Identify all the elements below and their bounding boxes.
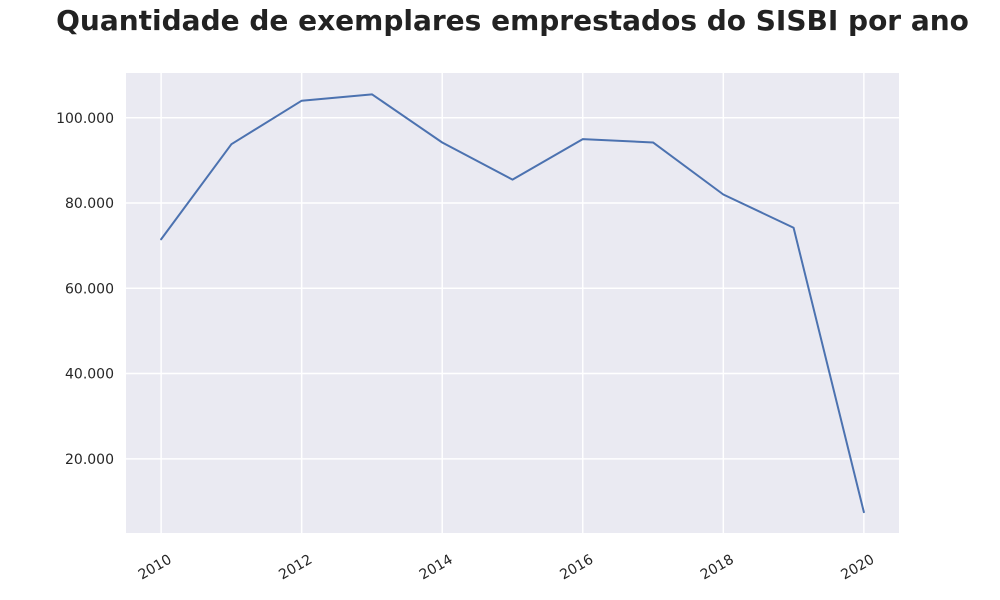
- data-point: [231, 144, 232, 145]
- y-axis-ticks: 20.000 40.000 60.000 80.000 100.000: [56, 111, 114, 468]
- x-tick-label: 2020: [838, 552, 877, 584]
- data-point: [582, 139, 583, 140]
- y-tick-label: 20.000: [65, 452, 114, 468]
- series-line: [160, 93, 865, 514]
- x-tick-label: 2014: [417, 552, 456, 584]
- x-tick-label: 2016: [557, 552, 596, 584]
- y-tick-label: 80.000: [65, 196, 114, 212]
- plot-area: [126, 73, 899, 533]
- data-point: [371, 94, 372, 95]
- y-tick-label: 40.000: [65, 367, 114, 383]
- data-point: [301, 100, 302, 101]
- x-tick-label: 2012: [276, 552, 315, 584]
- data-point: [723, 194, 724, 195]
- data-point: [793, 227, 794, 228]
- grid-lines: [126, 73, 899, 533]
- x-axis-ticks: 2010 2012 2014 2016 2018 2020: [136, 552, 878, 584]
- data-point: [512, 179, 513, 180]
- data-point: [863, 512, 864, 513]
- data-point: [161, 239, 162, 240]
- x-tick-label: 2018: [698, 552, 737, 584]
- y-tick-label: 60.000: [65, 281, 114, 297]
- chart-title: Quantidade de exemplares emprestados do …: [56, 4, 969, 37]
- x-tick-label: 2010: [136, 552, 175, 584]
- data-point: [442, 142, 443, 143]
- series-layer: [160, 93, 865, 514]
- data-point: [653, 142, 654, 143]
- y-tick-label: 100.000: [56, 111, 114, 127]
